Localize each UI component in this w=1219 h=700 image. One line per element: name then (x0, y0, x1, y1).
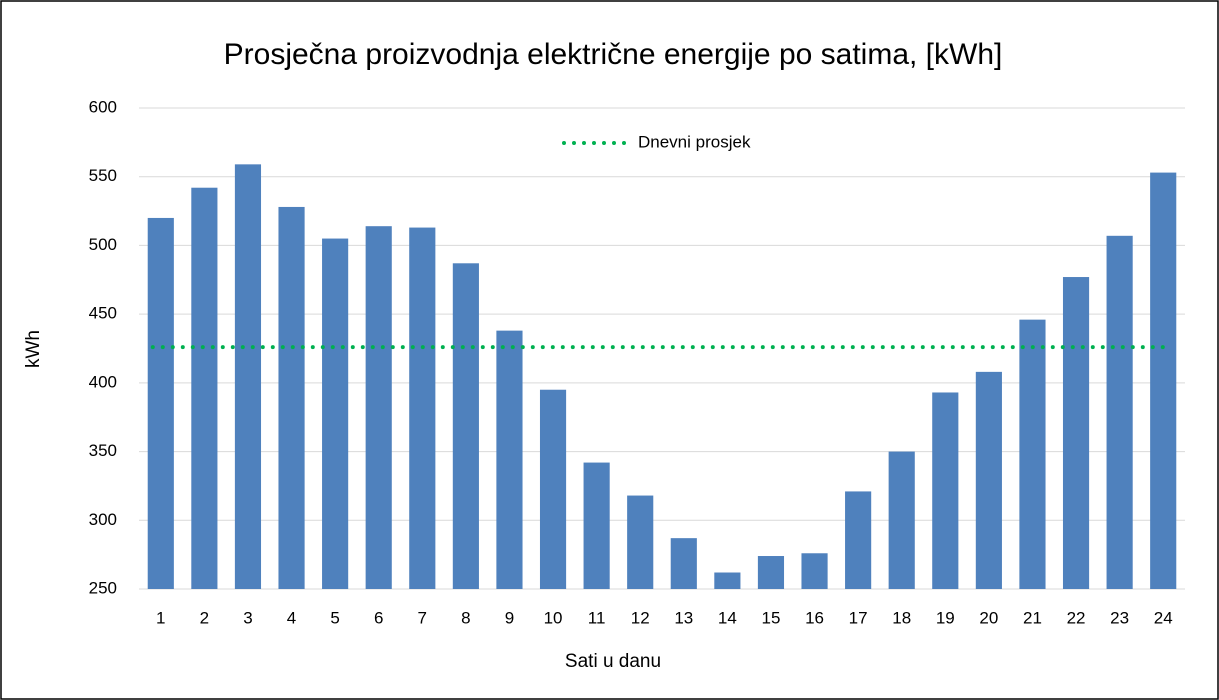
bar (1150, 172, 1177, 589)
x-tick-label: 12 (631, 608, 650, 627)
x-tick-label: 22 (1067, 608, 1086, 627)
x-tick-label: 23 (1110, 608, 1129, 627)
bar (888, 451, 915, 589)
y-tick-label: 300 (89, 510, 117, 529)
x-tick-label: 21 (1023, 608, 1042, 627)
x-tick-label: 5 (330, 608, 339, 627)
y-axis-label: kWh (23, 330, 44, 368)
x-axis-label: Sati u danu (565, 651, 661, 672)
bar (539, 389, 567, 589)
bar (365, 226, 392, 589)
bar (975, 371, 1002, 589)
bar (452, 263, 479, 589)
bar (845, 491, 872, 589)
y-tick-label: 400 (89, 372, 117, 391)
x-tick-label: 2 (200, 608, 209, 627)
bar (147, 217, 174, 589)
y-tick-label: 550 (89, 166, 117, 185)
y-tick-label: 600 (89, 97, 117, 116)
bar (191, 187, 218, 590)
bar (234, 164, 262, 590)
bar (409, 227, 436, 589)
x-tick-label: 15 (761, 608, 780, 627)
x-tick-label: 19 (936, 608, 955, 627)
x-tick-label: 10 (544, 608, 563, 627)
y-tick-label: 450 (89, 304, 117, 323)
bar (583, 462, 610, 589)
x-tick-label: 20 (979, 608, 998, 627)
bar (627, 495, 654, 589)
x-tick-label: 9 (505, 608, 514, 627)
x-tick-label: 3 (243, 608, 252, 627)
bar (757, 556, 785, 589)
bar (278, 206, 305, 589)
x-tick-label: 11 (588, 608, 606, 627)
x-tick-label: 7 (418, 608, 427, 627)
x-tick-label: 1 (156, 608, 165, 627)
chart-title: Prosječna proizvodnja električne energij… (224, 38, 1003, 71)
bar (1106, 235, 1133, 589)
x-tick-label: 14 (718, 608, 737, 627)
y-tick-label: 250 (89, 578, 117, 597)
y-tick-label: 350 (89, 441, 117, 460)
bar (496, 330, 523, 589)
bar (801, 553, 828, 589)
x-tick-label: 16 (805, 608, 824, 627)
bar (670, 538, 697, 589)
x-tick-label: 8 (461, 608, 470, 627)
x-tick-label: 17 (849, 608, 868, 627)
bar (1062, 277, 1090, 589)
x-tick-label: 18 (892, 608, 911, 627)
legend-label: Dnevni prosjek (638, 132, 751, 151)
x-tick-label: 6 (374, 608, 383, 627)
y-tick-label: 500 (89, 235, 117, 254)
bar (1019, 319, 1046, 589)
x-tick-label: 13 (674, 608, 693, 627)
bar (322, 238, 349, 590)
x-tick-label: 4 (287, 608, 296, 627)
x-tick-label: 24 (1154, 608, 1173, 627)
bar (932, 392, 959, 589)
bar (714, 572, 741, 589)
